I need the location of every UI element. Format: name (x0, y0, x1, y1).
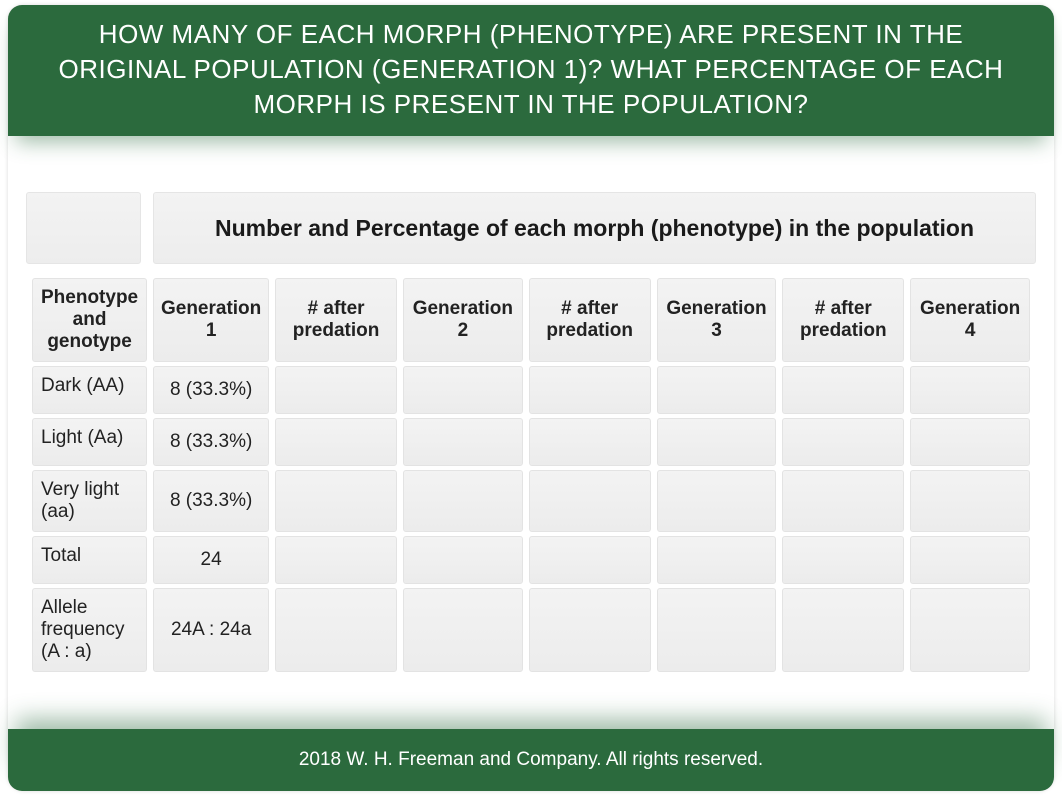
cell-pred1 (275, 366, 397, 414)
cell-pred2 (529, 418, 651, 466)
col-header-gen2: Generation 2 (403, 278, 523, 362)
table-row: Very light (aa) 8 (33.3%) (32, 470, 1030, 532)
cell-gen2 (403, 418, 523, 466)
col-header-gen4: Generation 4 (910, 278, 1030, 362)
cell-pred3 (782, 366, 904, 414)
table-row: Total 24 (32, 536, 1030, 584)
cell-gen1: 24A : 24a (153, 588, 269, 672)
table-title-row: Number and Percentage of each morph (phe… (26, 192, 1036, 264)
cell-gen2 (403, 588, 523, 672)
slide-content: Number and Percentage of each morph (phe… (8, 136, 1054, 676)
cell-gen4 (910, 366, 1030, 414)
cell-pred2 (529, 536, 651, 584)
slide: HOW MANY OF EACH MORPH (PHENOTYPE) ARE P… (8, 5, 1054, 791)
footer-text: 2018 W. H. Freeman and Company. All righ… (299, 749, 763, 771)
cell-pred2 (529, 470, 651, 532)
cell-gen4 (910, 536, 1030, 584)
cell-gen1: 24 (153, 536, 269, 584)
cell-gen4 (910, 588, 1030, 672)
cell-pred1 (275, 588, 397, 672)
table-title: Number and Percentage of each morph (phe… (153, 192, 1036, 264)
morph-table: Phenotype and genotype Generation 1 # af… (26, 274, 1036, 676)
cell-gen4 (910, 418, 1030, 466)
cell-pred3 (782, 588, 904, 672)
col-header-gen3: Generation 3 (657, 278, 777, 362)
cell-pred1 (275, 470, 397, 532)
cell-gen1: 8 (33.3%) (153, 470, 269, 532)
cell-pred2 (529, 366, 651, 414)
table-title-text: Number and Percentage of each morph (phe… (215, 215, 974, 242)
cell-gen3 (657, 536, 777, 584)
cell-pred3 (782, 418, 904, 466)
cell-gen1: 8 (33.3%) (153, 366, 269, 414)
row-label: Dark (AA) (32, 366, 147, 414)
cell-gen3 (657, 418, 777, 466)
cell-gen1: 8 (33.3%) (153, 418, 269, 466)
slide-footer: 2018 W. H. Freeman and Company. All righ… (8, 729, 1054, 791)
slide-title: HOW MANY OF EACH MORPH (PHENOTYPE) ARE P… (59, 19, 1004, 119)
cell-gen3 (657, 470, 777, 532)
table-row: Light (Aa) 8 (33.3%) (32, 418, 1030, 466)
table-blank-cell (26, 192, 141, 264)
data-table: Number and Percentage of each morph (phe… (26, 192, 1036, 676)
cell-pred2 (529, 588, 651, 672)
cell-pred3 (782, 470, 904, 532)
cell-pred3 (782, 536, 904, 584)
col-header-pred1: # after predation (275, 278, 397, 362)
row-label: Light (Aa) (32, 418, 147, 466)
cell-gen2 (403, 366, 523, 414)
cell-gen3 (657, 588, 777, 672)
col-header-pred2: # after predation (529, 278, 651, 362)
cell-gen2 (403, 470, 523, 532)
cell-gen3 (657, 366, 777, 414)
col-header-gen1: Generation 1 (153, 278, 269, 362)
col-header-pred3: # after predation (782, 278, 904, 362)
cell-gen2 (403, 536, 523, 584)
col-header-phenotype: Phenotype and genotype (32, 278, 147, 362)
cell-pred1 (275, 418, 397, 466)
table-row: Allele frequency (A : a) 24A : 24a (32, 588, 1030, 672)
column-header-row: Phenotype and genotype Generation 1 # af… (32, 278, 1030, 362)
row-label: Allele frequency (A : a) (32, 588, 147, 672)
row-label: Total (32, 536, 147, 584)
row-label: Very light (aa) (32, 470, 147, 532)
slide-title-bar: HOW MANY OF EACH MORPH (PHENOTYPE) ARE P… (8, 5, 1054, 136)
cell-pred1 (275, 536, 397, 584)
cell-gen4 (910, 470, 1030, 532)
table-row: Dark (AA) 8 (33.3%) (32, 366, 1030, 414)
